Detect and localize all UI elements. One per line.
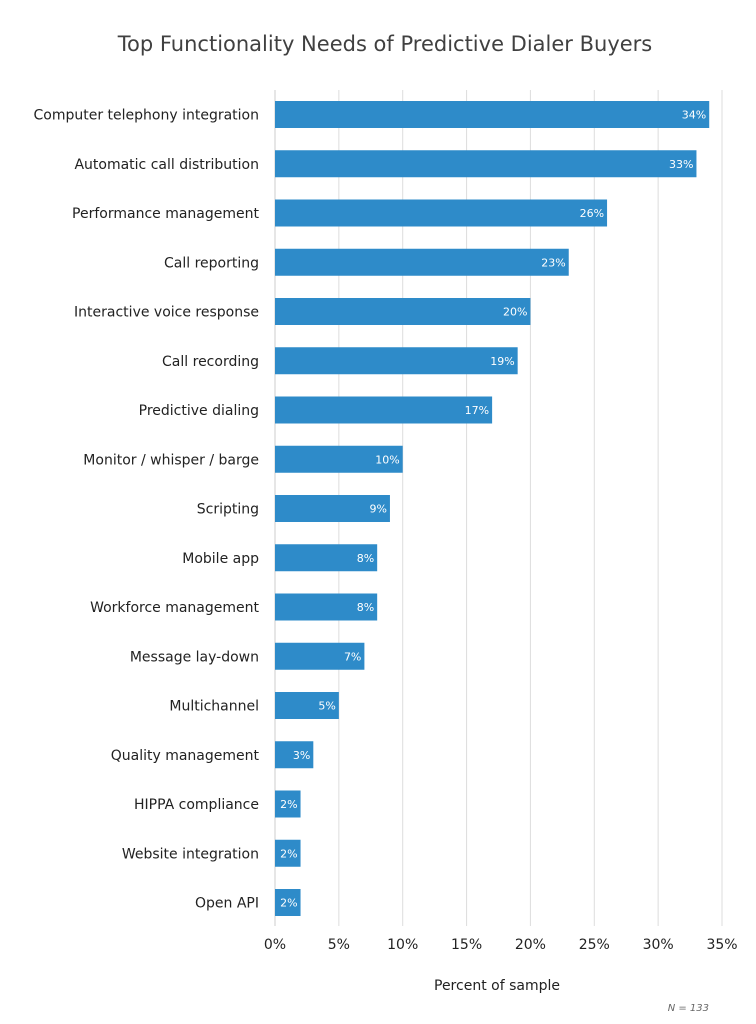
bar-value-label: 8% [357, 552, 374, 565]
category-label: Workforce management [90, 600, 259, 616]
category-label: Interactive voice response [74, 305, 259, 321]
bar [275, 101, 710, 128]
bar-value-label: 2% [280, 897, 297, 910]
bar [275, 396, 493, 424]
category-label: Computer telephony integration [34, 108, 260, 124]
category-label: Call recording [162, 354, 259, 370]
category-label: Open API [195, 896, 259, 912]
bar [275, 150, 697, 178]
bar-value-label: 2% [280, 847, 297, 860]
x-tick-label: 5% [328, 937, 350, 953]
x-tick-label: 0% [264, 937, 286, 953]
x-tick-label: 30% [643, 937, 674, 953]
category-label: Mobile app [182, 551, 259, 567]
category-label: Message lay-down [130, 649, 259, 665]
bar-value-label: 9% [369, 503, 386, 516]
category-labels: Computer telephony integration Automatic … [34, 108, 260, 912]
bar [275, 593, 378, 621]
bar [275, 347, 518, 375]
sample-size-note: N = 133 [668, 1003, 709, 1014]
x-tick-label: 35% [706, 937, 737, 953]
bar-value-label: 17% [465, 404, 489, 417]
x-tick-labels: 0% 5% 10% 15% 20% 25% 30% 35% [264, 937, 738, 953]
bar-value-label: 3% [293, 749, 310, 762]
bar [275, 495, 390, 522]
category-label: Monitor / whisper / barge [83, 452, 259, 468]
bar [275, 298, 531, 325]
category-label: Multichannel [169, 699, 259, 715]
category-label: Performance management [72, 206, 259, 222]
bar-value-label: 23% [541, 256, 565, 269]
category-label: Scripting [197, 502, 259, 518]
x-tick-label: 15% [451, 937, 482, 953]
bar [275, 199, 608, 227]
chart-title: Top Functionality Needs of Predictive Di… [117, 32, 653, 56]
bar-value-label: 34% [682, 109, 706, 122]
category-label: Automatic call distribution [74, 157, 259, 173]
x-tick-label: 10% [387, 937, 418, 953]
bar-value-label: 10% [375, 453, 399, 466]
x-tick-label: 20% [515, 937, 546, 953]
bar-value-label: 20% [503, 306, 527, 319]
bar [275, 741, 314, 769]
bar [275, 692, 339, 719]
bar [275, 642, 365, 670]
bars: 34% 33% 26% 23% 20% 19% 17% 10% 9% 8% 8% 7% 5% 3% 2% 2%… [275, 101, 710, 916]
category-label: Call reporting [164, 255, 259, 271]
category-label: HIPPA compliance [134, 797, 259, 813]
bar [275, 544, 378, 572]
grid-lines [274, 90, 723, 926]
x-tick-label: 25% [579, 937, 610, 953]
bar [275, 248, 569, 276]
bar [275, 889, 301, 916]
category-label: Predictive dialing [139, 403, 259, 419]
bar-value-label: 8% [357, 601, 374, 614]
bar [275, 445, 403, 473]
x-axis-title: Percent of sample [434, 978, 560, 994]
bar [275, 790, 301, 818]
bar-value-label: 19% [490, 355, 514, 368]
bar-value-label: 2% [280, 798, 297, 811]
bar-value-label: 33% [669, 158, 693, 171]
bar-value-label: 5% [318, 700, 335, 713]
category-label: Website integration [122, 846, 259, 862]
bar [275, 839, 301, 867]
bar-value-label: 7% [344, 650, 361, 663]
bar-value-label: 26% [580, 207, 604, 220]
category-label: Quality management [111, 748, 260, 764]
